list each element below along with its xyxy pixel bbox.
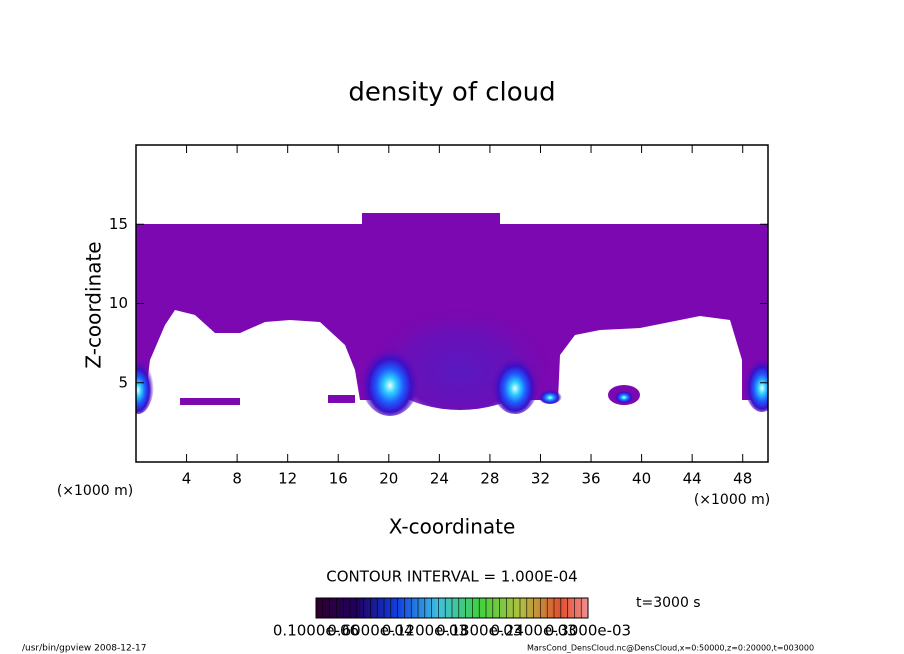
colorbar-label: 0.1200e-03	[382, 622, 468, 640]
x-unit: (×1000 m)	[694, 492, 770, 508]
chart-title: density of cloud	[348, 78, 555, 108]
x-tick-label: 24	[430, 470, 449, 488]
colorbar-ticks: 0.1000e-060.6000e-040.1200e-030.1800e-03…	[273, 598, 631, 640]
x-tick-label: 4	[182, 470, 192, 488]
footer-right: MarsCond_DensCloud.nc@DensCloud,x=0:5000…	[527, 644, 814, 653]
colorbar-label: 0.1000e-06	[273, 622, 359, 640]
x-tick-label: 44	[683, 470, 702, 488]
x-tick-label: 8	[232, 470, 242, 488]
x-axis-label: X-coordinate	[389, 515, 516, 539]
colorbar-label: 0.2400e-03	[490, 622, 576, 640]
colorbar-label: 0.6000e-04	[327, 622, 413, 640]
contour-field	[136, 213, 768, 416]
x-tick-label: 20	[379, 470, 398, 488]
y-unit: (×1000 m)	[57, 483, 133, 499]
contour-interval: CONTOUR INTERVAL = 1.000E-04	[326, 568, 577, 586]
colorbar-label: 0.1800e-03	[436, 622, 522, 640]
x-tick-label: 36	[581, 470, 600, 488]
x-tick-label: 32	[531, 470, 550, 488]
y-tick-label: 5	[118, 373, 128, 391]
colorbar-label: 0.3000e-03	[545, 622, 631, 640]
x-tick-label: 28	[480, 470, 499, 488]
y-tick-label: 10	[109, 294, 128, 312]
x-tick-label: 48	[733, 470, 752, 488]
y-tick-label: 15	[109, 215, 128, 233]
x-tick-label: 12	[278, 470, 297, 488]
x-tick-label: 40	[632, 470, 651, 488]
footer-left: /usr/bin/gpview 2008-12-17	[22, 644, 146, 654]
time-label: t=3000 s	[636, 595, 701, 611]
y-axis-label: Z-coordinate	[82, 241, 106, 368]
x-tick-label: 16	[329, 470, 348, 488]
